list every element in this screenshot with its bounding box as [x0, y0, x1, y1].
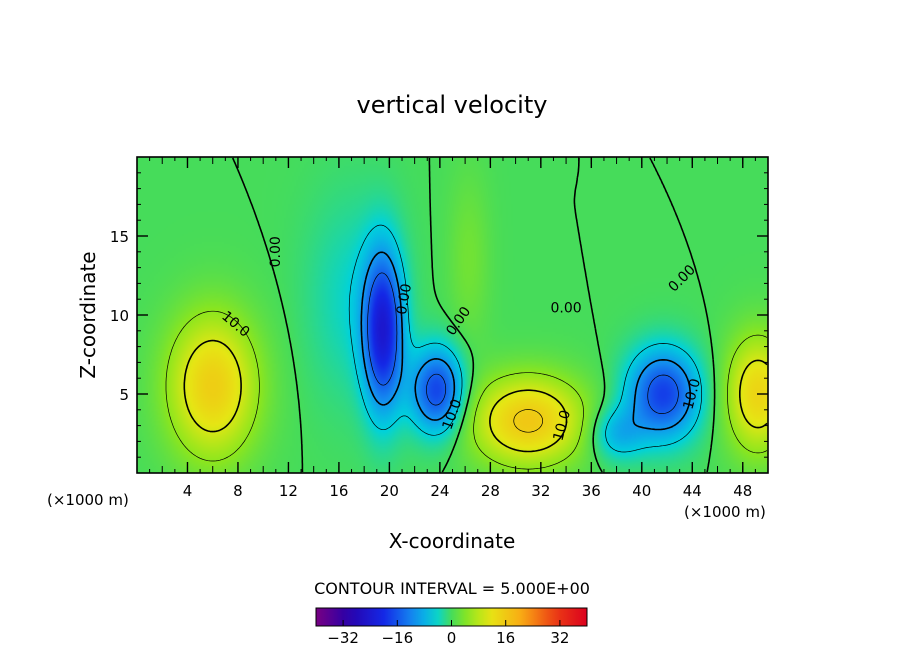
colorbar-tick-label: 16 — [496, 629, 515, 647]
x-axis-ticks: 4 8 12 16 20 24 28 32 36 40 44 48 — [149, 157, 756, 500]
y-axis-label: Z-coordinate — [76, 251, 100, 378]
contour-positive — [165, 310, 768, 470]
chart-title: vertical velocity — [357, 91, 548, 119]
contour-positive — [513, 409, 543, 433]
contour-label: 0.00 — [551, 301, 582, 317]
x-tick-label: 24 — [430, 482, 449, 500]
colorbar-tick-label: 0 — [447, 629, 457, 647]
x-tick-label: 36 — [582, 482, 601, 500]
x-tick-label: 12 — [279, 482, 298, 500]
x-tick-label: 48 — [733, 482, 752, 500]
colorbar-tick-label: −32 — [327, 629, 359, 647]
x-tick-label: 20 — [380, 482, 399, 500]
contour-label: 10.0 — [551, 408, 575, 442]
contour-label: 10.0 — [681, 377, 705, 411]
x-tick-label: 44 — [683, 482, 702, 500]
x-unit-right: (×1000 m) — [684, 503, 766, 521]
x-axis-label: X-coordinate — [389, 529, 516, 553]
y-tick-label: 5 — [119, 386, 129, 404]
contour-negative — [367, 272, 679, 414]
x-tick-label: 28 — [481, 482, 500, 500]
y-axis-ticks: 5 10 15 — [110, 172, 768, 458]
colorbar-tick-label: 32 — [550, 629, 569, 647]
x-tick-label: 32 — [531, 482, 550, 500]
x-unit-left: (×1000 m) — [47, 491, 129, 509]
colorbar-ticks: −32 −16 0 16 32 — [327, 620, 569, 647]
y-tick-label: 10 — [110, 307, 129, 325]
contour-label: 0.00 — [268, 236, 284, 267]
x-tick-label: 16 — [329, 482, 348, 500]
y-tick-label: 15 — [110, 228, 129, 246]
x-tick-label: 8 — [233, 482, 243, 500]
contour-negative — [360, 251, 691, 431]
contour-positive — [183, 339, 768, 453]
x-tick-label: 40 — [632, 482, 651, 500]
contour-zero — [231, 157, 716, 473]
contour-negative — [348, 224, 703, 453]
x-tick-label: 4 — [183, 482, 193, 500]
contour-lines — [165, 157, 768, 473]
contour-label: 0.00 — [394, 282, 415, 315]
contour-interval-note: CONTOUR INTERVAL = 5.000E+00 — [314, 579, 590, 598]
colorbar-tick-label: −16 — [381, 629, 413, 647]
velocity-field — [137, 157, 768, 473]
